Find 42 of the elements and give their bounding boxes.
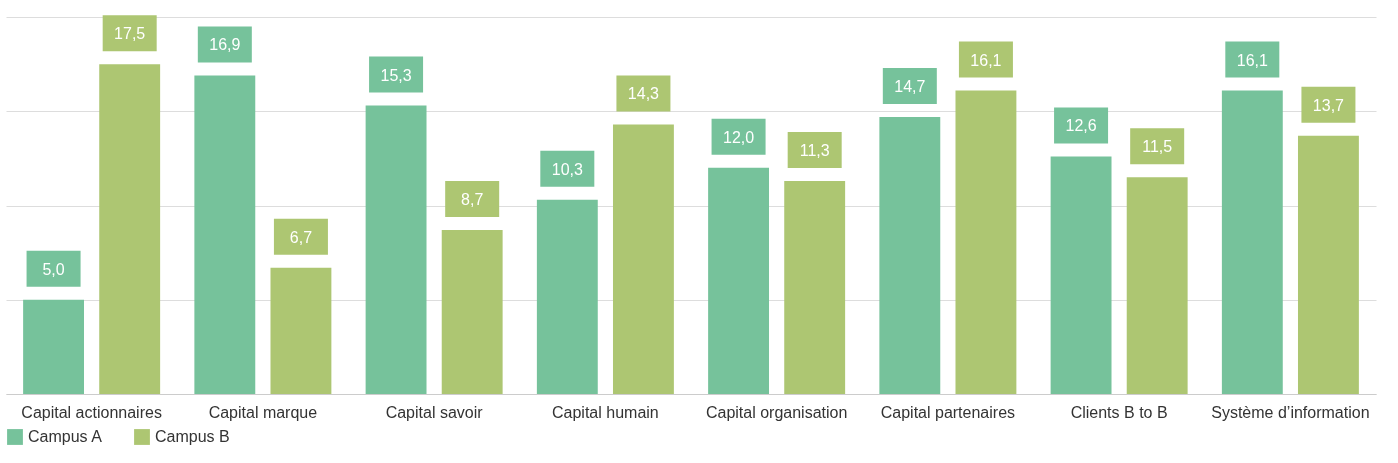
data-label: 14,3	[627, 85, 660, 103]
bar	[879, 116, 941, 394]
bar	[536, 199, 598, 394]
bar	[365, 105, 427, 394]
bar	[441, 230, 503, 394]
data-label: 15,3	[380, 66, 412, 84]
x-tick-label: Capital partenaires	[880, 403, 1016, 421]
data-label: 6,7	[289, 228, 313, 246]
x-tick-label: Capital savoir	[385, 403, 484, 421]
bar	[612, 124, 674, 394]
x-tick-label: Capital actionnaires	[21, 403, 162, 421]
data-label: 16,1	[970, 51, 1002, 69]
data-label: 12,6	[1065, 117, 1097, 135]
bar	[194, 75, 256, 394]
bar	[270, 267, 332, 394]
bar	[23, 299, 85, 394]
data-label: 11,3	[799, 141, 830, 159]
bar	[1297, 135, 1359, 394]
bar	[99, 64, 161, 394]
bar	[784, 180, 846, 394]
data-label: 11,5	[1142, 138, 1173, 156]
bar	[1050, 156, 1112, 394]
data-label: 13,7	[1312, 96, 1345, 114]
data-label: 12,0	[723, 128, 755, 146]
data-label: 14,7	[894, 77, 926, 95]
x-tick-label: Capital organisation	[705, 403, 848, 421]
x-tick-label: Capital humain	[552, 403, 659, 421]
bar	[955, 90, 1017, 394]
data-label: 10,3	[551, 160, 583, 178]
legend-label: Campus A	[28, 428, 103, 445]
legend-label: Campus B	[155, 428, 230, 445]
x-tick-label: Clients B to B	[1070, 403, 1168, 421]
data-label: 16,1	[1236, 51, 1268, 69]
data-label: 8,7	[461, 191, 484, 209]
data-label: 16,9	[209, 36, 241, 54]
bar	[1221, 90, 1283, 394]
x-tick-label: Capital marque	[208, 403, 318, 421]
bar	[708, 167, 770, 394]
x-tick-label: Système d’information	[1211, 403, 1370, 421]
data-label: 5,0	[42, 260, 65, 278]
data-label: 17,5	[114, 25, 146, 43]
bar	[1126, 177, 1188, 394]
